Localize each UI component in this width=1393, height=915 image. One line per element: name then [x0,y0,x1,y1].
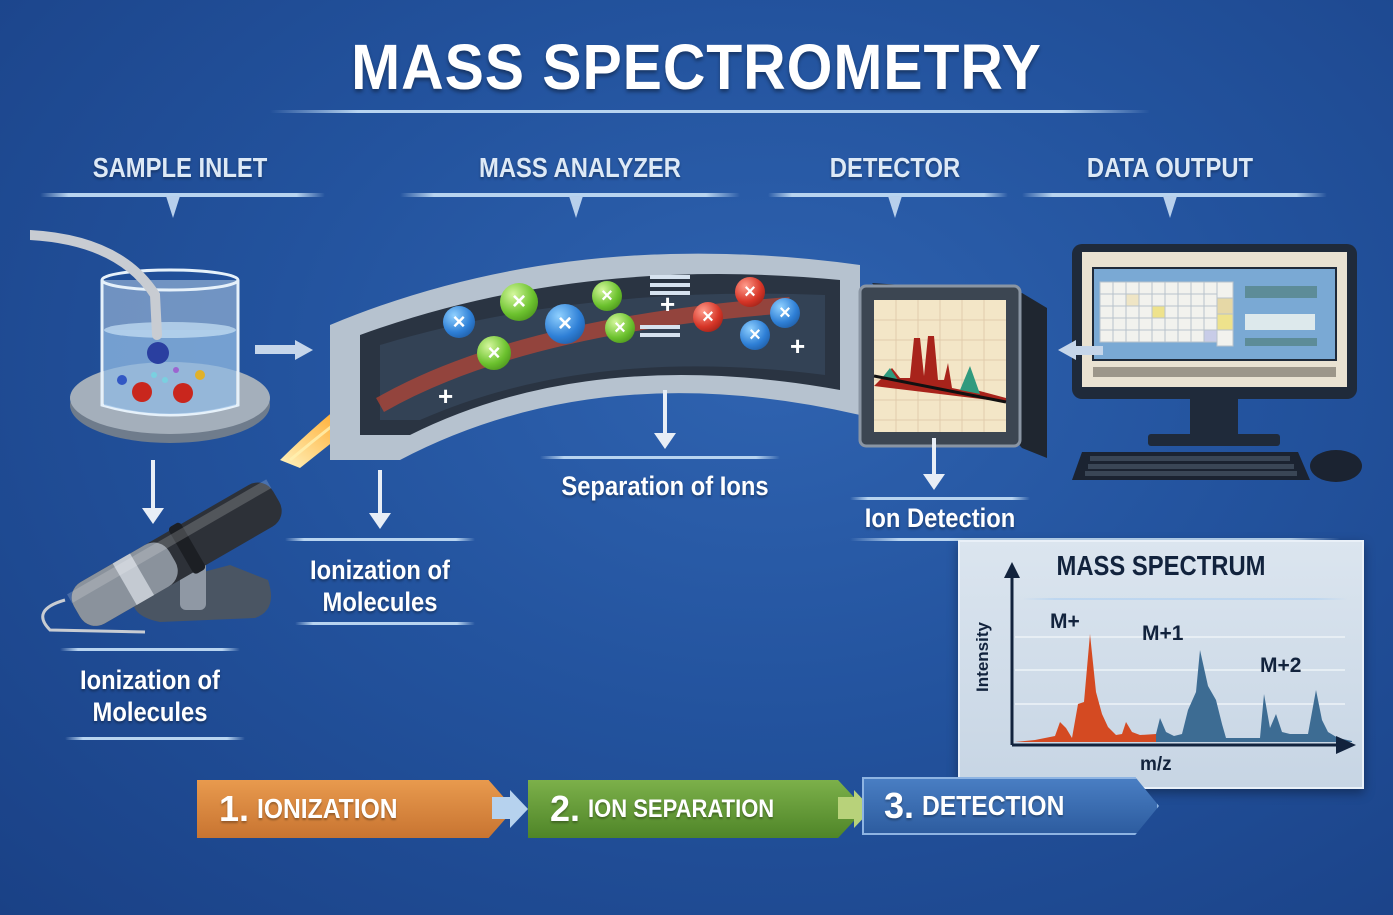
desc-line: Molecules [322,587,438,617]
step-number: 3. [884,785,915,826]
separator-line [285,538,475,541]
separator-line [540,456,780,459]
page-title: MASS SPECTROMETRY [351,31,1042,103]
mass-spectrum-chart: MASS SPECTRUM M+ M+1 M+2 Intensity m/z [958,540,1364,789]
arrow-down-icon [142,460,164,524]
spectrum-plot [1004,562,1356,754]
ion-particle: × [735,277,765,307]
step-number: 1. [219,788,250,829]
ion-particle: × [477,336,511,370]
separator-line [850,497,1030,500]
svg-text:+: + [660,289,675,319]
stage-underline [400,193,740,197]
ion-particle: × [693,302,723,332]
arrow-down-icon [654,390,676,449]
ion-particle: × [605,313,635,343]
caret-icon [166,196,180,218]
separator-line [295,622,475,625]
step-number: 2. [550,788,581,829]
x-axis-label: m/z [1140,754,1172,775]
desc-line: Ionization of [310,555,450,585]
ion-particle: × [545,304,585,344]
step-label: DETECTION [922,790,1065,821]
step-ionization: 1. IONIZATION [197,780,514,838]
caret-icon [1163,196,1177,218]
arrow-left-icon [1058,340,1076,360]
step-label: IONIZATION [257,793,398,824]
ion-particle: × [443,306,475,338]
y-axis-label: Intensity [972,622,992,692]
detector-monitor-icon [858,283,1047,458]
stage-underline [1022,193,1327,197]
caret-icon [888,196,902,218]
chart-title-underline [1022,598,1348,600]
stage-label-sample-inlet: SAMPLE INLET [92,152,268,183]
ion-source-icon [41,479,282,634]
arrow-right-icon [510,790,528,828]
ion-particle: × [770,298,800,328]
desc-line: Ionization of [80,665,220,695]
peak-label-m: M+ [1050,610,1080,633]
arrow-right-icon [838,797,856,819]
stage-label-detector: DETECTOR [829,152,961,183]
svg-text:+: + [438,381,453,411]
stage-underline [768,193,1008,197]
caret-icon [569,196,583,218]
stage-underline [40,193,325,197]
stage-label-data-output: DATA OUTPUT [1086,152,1254,183]
step-label: ION SEPARATION [588,794,775,823]
arrow-down-icon [369,470,391,529]
separator-line [850,538,1340,541]
svg-text:+: + [790,331,805,361]
ionization-of-molecules-label: Ionization of Molecules [292,554,468,618]
title-underline [270,110,1150,113]
step-ion-separation: 2. ION SEPARATION [528,780,865,838]
arrow-right-icon [255,345,297,354]
desc-line: Molecules [92,697,208,727]
ionization-of-molecules-label: Ionization of Molecules [62,664,238,728]
step-detection: 3. DETECTION [862,777,1159,835]
ion-detection-label: Ion Detection [864,503,1016,533]
arrow-right-icon [492,797,512,819]
beaker-sample-icon [30,230,270,443]
separator-line [65,737,245,740]
peak-label-m1: M+1 [1142,622,1184,645]
mass-analyzer-chamber: + + + [330,253,860,460]
ion-particle: × [740,320,770,350]
computer-monitor-icon [1072,244,1362,482]
arrow-down-icon [923,438,945,490]
arrow-right-icon [295,340,313,360]
stage-label-mass-analyzer: MASS ANALYZER [479,152,681,183]
separator-line [60,648,240,651]
separation-of-ions-label: Separation of Ions [561,471,769,501]
ion-particle: × [592,281,622,311]
ion-particle: × [500,283,538,321]
chart-title: MASS SPECTRUM [1056,550,1266,581]
peak-label-m2: M+2 [1260,654,1302,677]
arrow-left-icon [1075,346,1103,355]
